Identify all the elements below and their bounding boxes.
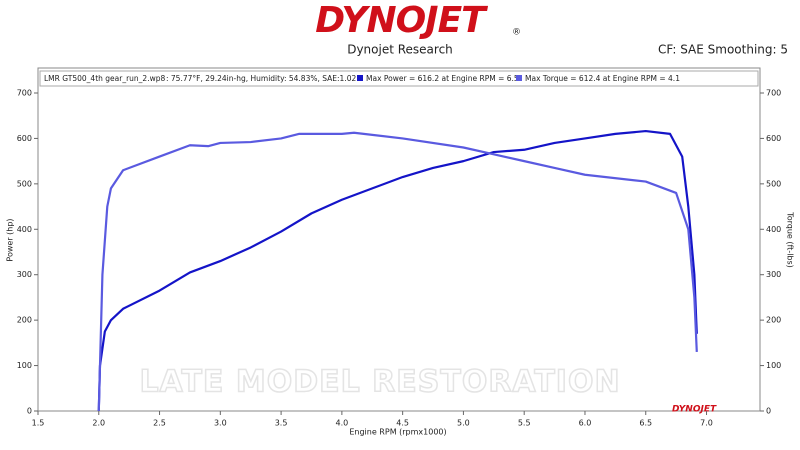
x-tick-label: 3.0 [214,419,227,428]
x-tick-label: 6.5 [639,419,652,428]
x-tick-label: 2.0 [92,419,105,428]
x-tick-label: 5.5 [518,419,531,428]
y-tick-label: 300 [17,270,32,279]
x-axis-label: Engine RPM (rpmx1000) [349,428,446,437]
conditions: : 75.77°F, 29.24in-hg, Humidity: 54.83%,… [166,74,356,83]
y-tick-label: 600 [17,134,32,143]
x-tick-label: 7.0 [700,419,713,428]
series-line [97,131,698,412]
series-line [97,129,698,412]
info-strip [39,70,759,87]
watermark: LATE MODEL RESTORATION [139,365,620,400]
legend-swatch [357,75,363,81]
y2-tick-label: 700 [766,88,781,97]
plot-area [37,67,761,412]
subtitle: Dynojet Research [347,43,453,57]
y2-tick-label: 600 [766,134,781,143]
y2-axis-label: Torque (ft-lbs) [786,211,795,268]
run-name: LMR GT500_4th gear_run_2.wp8 [44,74,165,83]
y-tick-label: 400 [17,225,32,234]
y-tick-label: 500 [17,179,32,188]
y-tick-label: 0 [27,407,32,416]
y2-tick-label: 400 [766,225,781,234]
logo: DYNOJET [315,0,488,41]
y2-tick-label: 500 [766,179,781,188]
logo-mark: ® [512,28,521,38]
y2-tick-label: 300 [766,270,781,279]
corner-logo: DYNOJET [672,405,717,415]
y2-tick-label: 0 [766,407,771,416]
y-tick-label: 700 [17,88,32,97]
y-tick-label: 100 [17,361,32,370]
x-tick-label: 2.5 [153,419,166,428]
y2-tick-label: 200 [766,316,781,325]
settings: CF: SAE Smoothing: 5 [658,43,788,57]
y2-tick-label: 100 [766,361,781,370]
y-axis-label: Power (hp) [6,218,15,261]
x-tick-label: 5.0 [457,419,470,428]
x-tick-label: 4.0 [336,419,349,428]
y-tick-label: 200 [17,316,32,325]
x-tick-label: 4.5 [396,419,409,428]
x-tick-label: 1.5 [32,419,45,428]
x-tick-label: 6.0 [579,419,592,428]
legend-label: Max Torque = 612.4 at Engine RPM = 4.1 [525,74,680,83]
legend-label: Max Power = 616.2 at Engine RPM = 6.5 [366,74,519,83]
legend-swatch [516,75,522,81]
x-tick-label: 3.5 [275,419,288,428]
